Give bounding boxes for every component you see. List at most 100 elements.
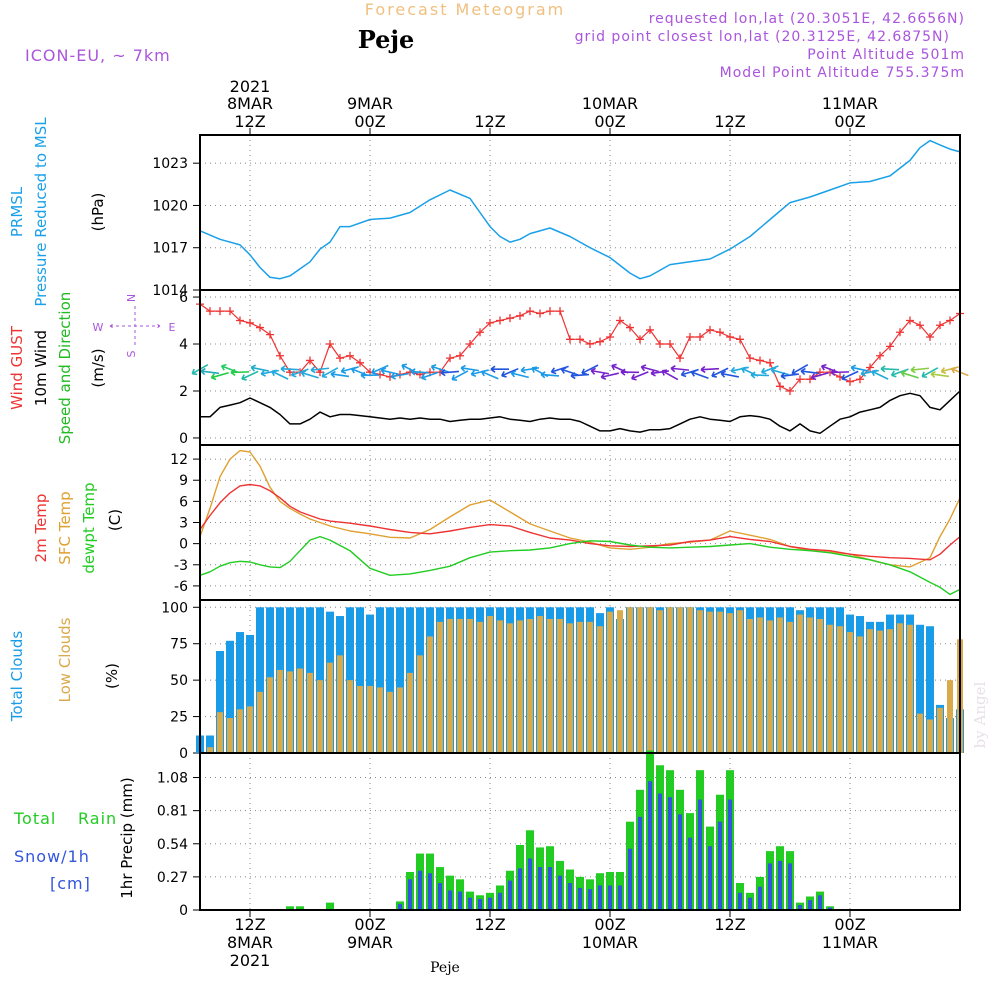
wind-dir-arrow: [540, 371, 560, 379]
wind-dir-arrow: [620, 368, 640, 376]
panel2-ytick-label: -6: [174, 579, 188, 595]
panel1-ytick-label: 6: [179, 290, 188, 306]
wind-dir-arrow-shape: [940, 366, 959, 375]
low-cloud-bar: [537, 616, 543, 753]
wind-dir-arrow: [321, 367, 339, 379]
wind-dir-arrow-shape: [220, 363, 239, 374]
gust-point: [756, 356, 764, 365]
top-time-date: 11MAR: [822, 94, 878, 113]
total-cloud-bar: [246, 634, 254, 753]
low-cloud-bar: [817, 618, 823, 753]
wind-dir-arrow: [690, 369, 709, 380]
bottom-time-hour: 00Z: [834, 915, 865, 934]
wind-dir-arrow-shape: [340, 366, 359, 375]
wind-dir-arrow-shape: [670, 365, 690, 373]
low-cloud-bar: [237, 709, 243, 753]
low-cloud-bar: [717, 611, 723, 753]
panel1-ytick-label: 2: [179, 384, 188, 400]
wind-dir-arrow-shape: [630, 371, 649, 381]
wind-line: [200, 390, 961, 435]
gust-point: [516, 311, 524, 320]
gust-point: [576, 335, 584, 344]
wind-dir-arrow-shape: [371, 364, 389, 375]
low-cloud-bar: [317, 680, 323, 753]
snow-precip-bar: [728, 799, 732, 910]
wind-dir-arrow: [390, 372, 410, 380]
snow-precip-bar: [778, 860, 782, 910]
snow-precip-bar: [458, 891, 462, 910]
wind-dir-arrow: [600, 372, 619, 380]
panel0-ytick-label: 1017: [152, 241, 188, 257]
snow-precip-bar: [548, 867, 552, 910]
gust-point: [806, 375, 814, 384]
low-cloud-bar: [467, 618, 473, 753]
low-cloud-bar: [837, 626, 843, 753]
wind-dir-arrow: [741, 366, 759, 377]
wind-dir-arrow-shape: [600, 372, 619, 380]
low-cloud-bar: [737, 610, 743, 753]
total-precip-bar: [326, 902, 334, 910]
gust-point: [476, 328, 484, 337]
low-cloud-bar: [827, 624, 833, 753]
panel0-ytick-label: 1023: [152, 156, 188, 172]
wind-dir-arrow: [470, 369, 489, 378]
wind-dir-arrow-shape: [230, 368, 250, 377]
wind-dir-arrow: [670, 365, 690, 373]
low-cloud-bar: [567, 623, 573, 753]
low-cloud-bar: [697, 610, 703, 753]
precip-total-label: Total: [13, 809, 56, 828]
gust-point: [856, 375, 864, 384]
gust-point: [346, 351, 354, 360]
precip-snow-label: Snow/1h: [14, 847, 90, 866]
low-cloud-bar: [457, 618, 463, 753]
gust-point: [606, 332, 614, 341]
snow-precip-bar: [668, 797, 672, 910]
panel4-ytick-label: 0.27: [157, 870, 188, 886]
snow-precip-bar: [578, 887, 582, 910]
gust-point: [916, 321, 924, 330]
top-time-hour: 00Z: [594, 112, 625, 131]
panel4-ytick-label: 0: [179, 903, 188, 919]
gust-point: [216, 307, 224, 316]
model-altitude: Model Point Altitude 755.375m: [720, 65, 965, 81]
wind-dir-arrow-shape: [520, 366, 540, 374]
snow-precip-bar: [588, 889, 592, 910]
precip-rain-label: Rain: [78, 809, 117, 828]
snow-precip-bar: [628, 848, 632, 910]
panel3-ytick-label: 75: [170, 637, 188, 653]
wind-dir-arrow-shape: [780, 372, 800, 380]
wind-dir-arrow-shape: [890, 368, 909, 378]
wind-dir-arrow-shape: [430, 364, 449, 373]
wind-dir-arrow-shape: [570, 371, 590, 380]
snow-precip-bar: [658, 793, 662, 910]
total-cloud-bar: [206, 735, 214, 753]
gust-point: [876, 351, 884, 360]
low-cloud-bar: [327, 662, 333, 753]
wind-dir-arrow: [770, 367, 789, 376]
gust-point: [626, 323, 634, 332]
bottom-time-hour: 12Z: [714, 915, 745, 934]
wind-dir-arrow: [590, 367, 610, 375]
gust-point: [526, 307, 534, 316]
low-cloud-bar: [307, 672, 313, 753]
top-time-hour: 12Z: [234, 112, 265, 131]
wind-dir-arrow: [520, 366, 540, 374]
gust-point: [716, 328, 724, 337]
gust-point: [676, 354, 684, 363]
snow-precip-bar: [608, 885, 612, 910]
wind-unit: (m/s): [89, 348, 107, 387]
gust-point: [726, 332, 734, 341]
low-cloud-bar: [387, 691, 393, 753]
compass-west: W: [93, 321, 104, 334]
wind-dir-arrow: [300, 370, 319, 379]
sfc-temp-label: SFC Temp: [56, 491, 74, 564]
low-cloud-bar: [847, 632, 853, 753]
wind-dir-arrow: [501, 367, 519, 378]
wind-dir-arrow-shape: [700, 365, 720, 374]
wind-dir-arrow-shape: [850, 364, 869, 372]
top-time-year: 2021: [230, 77, 271, 96]
low-cloud-bar: [787, 621, 793, 753]
low-cloud-bar: [937, 707, 943, 753]
top-time-date: 8MAR: [227, 94, 273, 113]
wind-dir-arrow-shape: [741, 366, 759, 377]
